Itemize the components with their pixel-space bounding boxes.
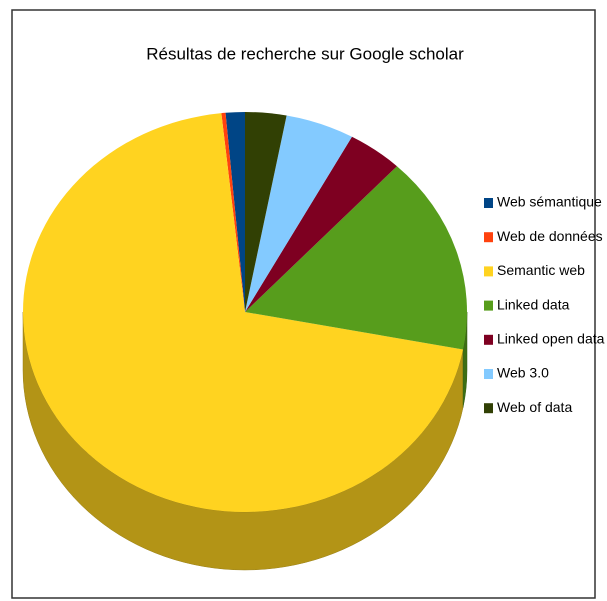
legend-label: Linked open data — [497, 331, 605, 347]
legend-label: Linked data — [497, 296, 570, 312]
legend-swatch — [484, 403, 493, 414]
legend-label: Web sémantique — [497, 194, 602, 210]
legend-label: Web of data — [497, 399, 572, 415]
pie-slice — [245, 166, 467, 350]
legend-label: Web de données — [497, 228, 603, 244]
pie-slice — [245, 115, 352, 313]
pie-slice — [221, 112, 245, 312]
pie-slice — [23, 113, 464, 512]
legend-swatch — [484, 266, 493, 277]
legend-swatch — [484, 369, 493, 379]
legend-label: Semantic web — [497, 262, 585, 278]
legend-label: Web 3.0 — [497, 365, 549, 381]
legend-swatch — [484, 232, 493, 243]
legend-swatch — [484, 198, 493, 208]
pie-slice — [245, 136, 397, 312]
legend-swatch — [484, 334, 493, 345]
pie-slice — [225, 112, 245, 312]
legend-swatch — [484, 300, 493, 311]
chart-title: Résultas de recherche sur Google scholar — [146, 44, 464, 63]
pie-slice — [245, 112, 287, 312]
